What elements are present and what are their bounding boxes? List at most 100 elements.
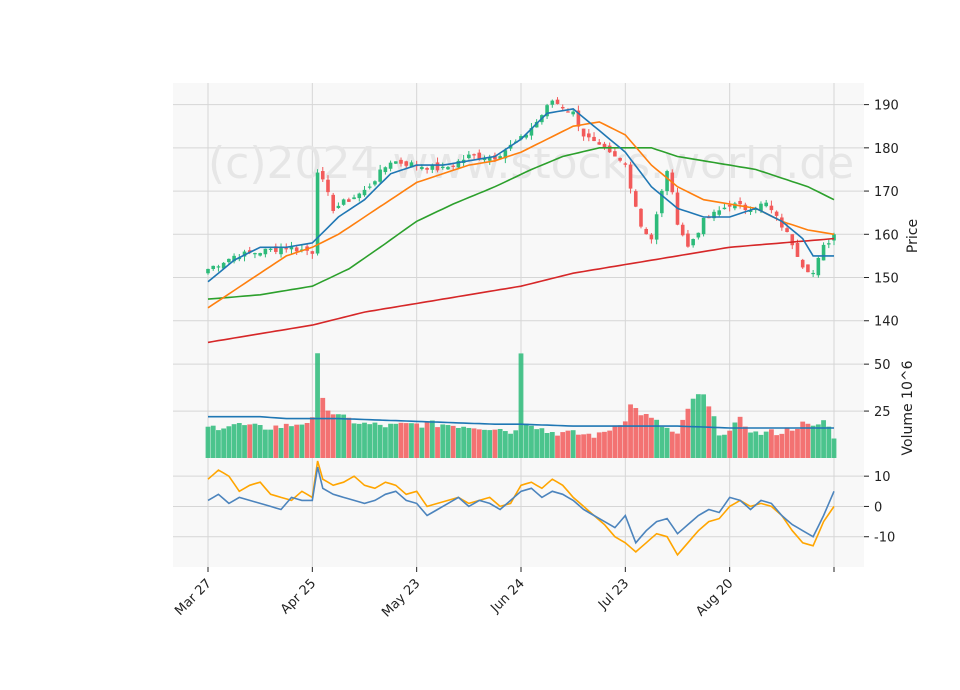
- candle-body: [357, 193, 362, 199]
- volume-bar: [591, 437, 597, 458]
- volume-bar: [586, 433, 592, 458]
- candle-body: [253, 253, 257, 255]
- candle-body: [487, 156, 492, 161]
- candle-body: [227, 258, 231, 263]
- volume-bar: [487, 430, 493, 458]
- volume-bar: [257, 425, 263, 458]
- volume-bar: [758, 434, 764, 458]
- volume-bar: [283, 423, 289, 458]
- candle-body: [644, 228, 648, 235]
- volume-bar: [445, 425, 451, 458]
- candle-body: [347, 199, 351, 202]
- volume-bar: [810, 425, 816, 458]
- volume-bar: [701, 394, 706, 458]
- volume-bar: [435, 427, 440, 458]
- volume-bar: [252, 423, 258, 458]
- candle-body: [320, 171, 325, 180]
- volume-bar: [664, 427, 670, 458]
- candle-body: [315, 172, 320, 254]
- candle-body: [764, 202, 768, 207]
- volume-bar: [513, 430, 519, 458]
- candle-body: [738, 200, 742, 205]
- candle-body: [550, 100, 555, 105]
- volume-bar: [643, 413, 649, 458]
- volume-bar: [617, 425, 623, 458]
- volume-bar: [508, 433, 513, 458]
- candle-body: [482, 158, 487, 160]
- grid-lines: [173, 83, 864, 567]
- volume-bar: [774, 435, 780, 458]
- candle-body: [341, 199, 346, 205]
- volume-bar: [450, 425, 456, 458]
- watermark: (c)2024 www.stocks.world.de: [208, 138, 854, 189]
- volume-bar: [722, 434, 727, 458]
- volume-bar: [565, 430, 571, 458]
- volume-bar: [779, 433, 785, 458]
- candle-body: [701, 217, 706, 235]
- candle-body: [519, 136, 523, 140]
- candle-body: [769, 205, 774, 211]
- candle-body: [268, 248, 273, 250]
- candle-body: [712, 211, 716, 219]
- candle-body: [587, 133, 591, 138]
- volume-bar: [784, 427, 790, 458]
- candle-body: [639, 208, 643, 227]
- volume-bar: [309, 417, 315, 458]
- volume-bar: [800, 421, 806, 458]
- volume-bar: [763, 431, 769, 458]
- volume-bar: [268, 429, 273, 458]
- y-tick-label: 160: [874, 228, 899, 243]
- volume-bar: [685, 408, 691, 458]
- volume-bar: [560, 432, 566, 458]
- volume-bar: [299, 424, 305, 458]
- volume-bar: [769, 429, 774, 458]
- candle-body: [409, 162, 414, 168]
- volume-bar: [570, 430, 576, 458]
- candle-body: [566, 111, 570, 113]
- panel-bg-oscillator: [173, 458, 864, 567]
- candle-body: [477, 152, 482, 160]
- volume-bar: [789, 430, 795, 458]
- ma-fast-line: [207, 108, 834, 283]
- volume-bar: [544, 433, 550, 458]
- volume-bar: [367, 424, 373, 458]
- candle-body: [722, 207, 727, 210]
- x-tick-label: Apr 25: [278, 576, 319, 617]
- volume-bar: [440, 424, 446, 458]
- volume-bar: [424, 422, 430, 458]
- price-axis-label: Price: [905, 219, 921, 253]
- volume-bar: [555, 435, 560, 458]
- y-tick-label: 190: [874, 99, 899, 114]
- y-tick-label: 150: [874, 272, 899, 287]
- price-panel: [206, 97, 836, 344]
- volume-bar: [362, 422, 367, 458]
- ma-long-line: [207, 237, 835, 344]
- volume-bar: [236, 423, 242, 458]
- volume-bar: [549, 432, 555, 458]
- candle-body: [279, 248, 283, 255]
- candle-body: [654, 214, 659, 240]
- volume-bar: [737, 416, 743, 458]
- volume-bar: [518, 353, 524, 458]
- volume-bar: [523, 423, 529, 458]
- volume-bar: [690, 398, 696, 458]
- volume-bar: [356, 423, 362, 458]
- candle-body: [753, 208, 758, 211]
- candle-body: [665, 171, 669, 192]
- candle-body: [467, 154, 471, 159]
- volume-bar: [247, 424, 253, 458]
- candle-body: [774, 211, 779, 216]
- candle-body: [680, 224, 685, 236]
- volume-bar: [278, 427, 284, 458]
- volume-bar: [403, 423, 409, 458]
- volume-bar: [205, 426, 211, 458]
- volume-bar: [382, 427, 388, 458]
- candle-body: [748, 210, 753, 212]
- volume-bar: [294, 424, 300, 458]
- volume-bar: [711, 416, 717, 458]
- candle-body: [560, 106, 565, 109]
- candle-body: [472, 154, 476, 156]
- candle-body: [696, 232, 701, 238]
- candle-body: [633, 191, 638, 207]
